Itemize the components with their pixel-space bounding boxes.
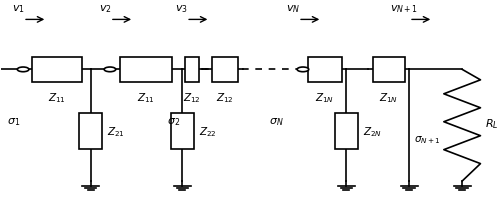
Bar	[170, 114, 194, 149]
Text: $Z_{12}$: $Z_{12}$	[216, 91, 234, 104]
Bar	[120, 57, 172, 83]
Text: $Z_{21}$: $Z_{21}$	[107, 125, 125, 138]
Text: $Z_{22}$: $Z_{22}$	[198, 125, 216, 138]
Bar	[185, 57, 199, 83]
Text: $Z_{11}$: $Z_{11}$	[48, 91, 66, 104]
Text: $Z_{12}$: $Z_{12}$	[183, 91, 201, 104]
Text: $R_L$: $R_L$	[486, 117, 499, 131]
Circle shape	[104, 68, 116, 72]
Text: $\sigma_N$: $\sigma_N$	[269, 116, 283, 128]
Text: $v_3$: $v_3$	[175, 3, 188, 14]
Bar	[308, 57, 342, 83]
Circle shape	[18, 68, 29, 72]
Text: $v_1$: $v_1$	[12, 3, 24, 14]
Bar	[335, 114, 358, 149]
Bar	[372, 57, 404, 83]
Text: $\sigma_1$: $\sigma_1$	[7, 116, 20, 128]
Text: $v_{N+1}$: $v_{N+1}$	[390, 3, 418, 14]
Text: $\sigma_{N+1}$: $\sigma_{N+1}$	[414, 133, 441, 145]
Text: $Z_{2N}$: $Z_{2N}$	[363, 125, 382, 138]
Text: $Z_{1N}$: $Z_{1N}$	[315, 91, 334, 104]
Text: $Z_{1N}$: $Z_{1N}$	[379, 91, 398, 104]
Bar	[32, 57, 82, 83]
Text: $v_N$: $v_N$	[286, 3, 300, 14]
Text: $v_2$: $v_2$	[99, 3, 112, 14]
Circle shape	[297, 68, 308, 72]
Bar	[79, 114, 102, 149]
Text: $Z_{11}$: $Z_{11}$	[137, 91, 155, 104]
Bar	[212, 57, 238, 83]
Text: $\sigma_2$: $\sigma_2$	[166, 116, 180, 128]
